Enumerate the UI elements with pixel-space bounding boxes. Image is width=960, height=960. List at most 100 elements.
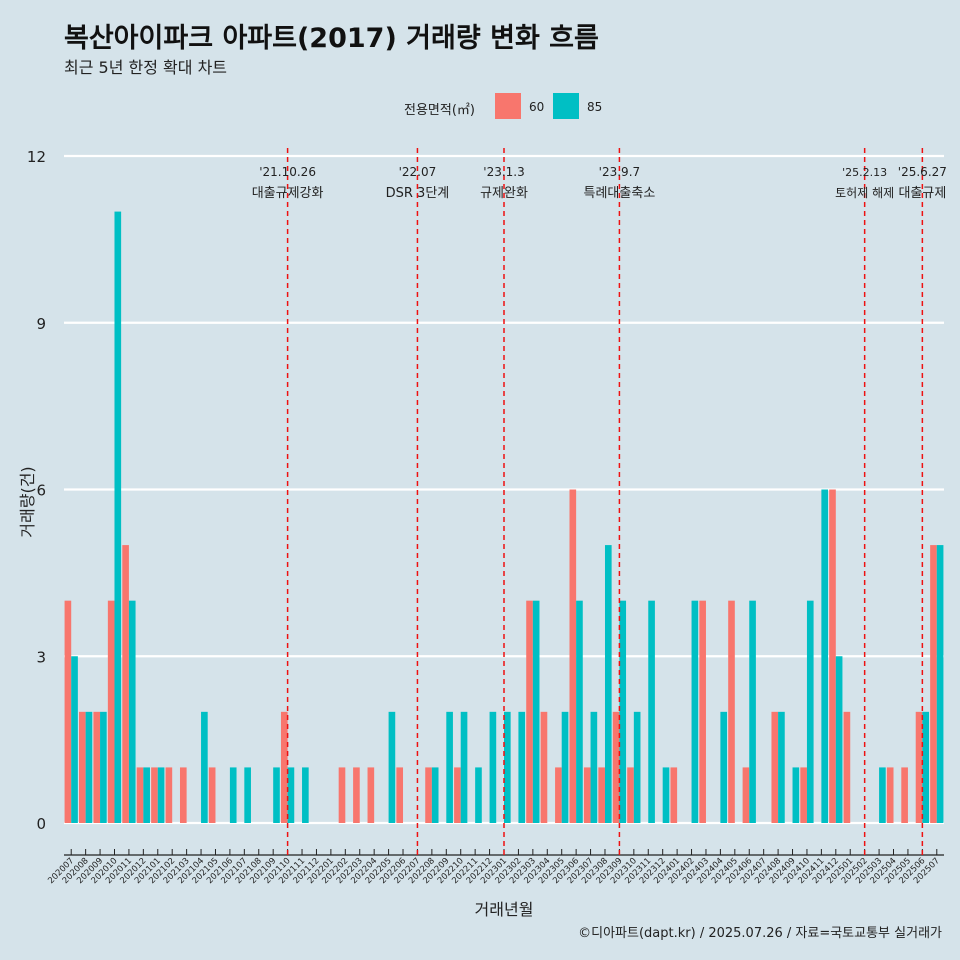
- event-date-label: '25.2.13: [842, 166, 887, 179]
- bar-60-202008: [79, 711, 86, 823]
- bar-85-202211: [475, 767, 482, 823]
- bar-60-202403: [699, 600, 706, 823]
- bar-85-202208: [431, 767, 439, 823]
- bar-85-202110: [287, 767, 295, 823]
- bar-85-202507: [936, 545, 944, 823]
- bar-85-202410: [806, 600, 814, 823]
- bar-60-202105: [208, 767, 216, 823]
- bar-85-202307: [590, 711, 598, 823]
- bar-85-202305: [561, 711, 569, 823]
- bar-85-202409: [792, 767, 800, 823]
- event-date-label: '25.6.27: [898, 165, 947, 179]
- bar-85-202311: [648, 600, 655, 823]
- bar-85-202111: [302, 767, 309, 823]
- bar-85-202008: [85, 711, 93, 823]
- bar-60-202203: [353, 767, 360, 823]
- bar-85-202308: [604, 545, 612, 823]
- event-date-label: '22.07: [399, 165, 437, 179]
- bar-85-202104: [201, 711, 208, 823]
- bar-85-202109: [273, 767, 280, 823]
- legend-title: 전용면적(㎡): [404, 103, 475, 118]
- bar-85-202010: [114, 211, 122, 824]
- bar-85-202408: [778, 711, 785, 823]
- event-text-label: 특례대출축소: [584, 186, 656, 201]
- y-tick-label: 0: [36, 815, 46, 833]
- event-text-label: 대출규제: [898, 186, 946, 201]
- bar-60-202007: [64, 600, 72, 823]
- bar-85-202212: [489, 711, 497, 823]
- y-tick-label: 6: [36, 482, 46, 500]
- bar-60-202010: [107, 600, 115, 823]
- bar-60-202210: [454, 767, 461, 823]
- x-axis-title: 거래년월: [475, 900, 534, 919]
- bar-60-202405: [728, 600, 735, 823]
- bar-85-202107: [244, 767, 251, 823]
- bar-60-202505: [901, 767, 908, 823]
- bar-60-202305: [555, 767, 562, 823]
- bar-85-202312: [662, 767, 670, 823]
- event-text-label: DSR 3단계: [386, 186, 450, 201]
- event-date-label: '21.10.26: [259, 165, 316, 179]
- bar-85-202303: [532, 600, 540, 823]
- bar-85-202106: [229, 767, 237, 823]
- chart-title: 복산아이파크 아파트(2017) 거래량 변화 흐름: [64, 23, 599, 54]
- bar-85-202310: [633, 711, 641, 823]
- bar-60-202202: [338, 767, 346, 823]
- bar-85-202009: [100, 711, 107, 823]
- bar-60-202504: [886, 767, 894, 823]
- event-date-label: '23.1.3: [483, 165, 524, 179]
- event-text-label: 규제완화: [480, 186, 528, 201]
- bar-85-202210: [460, 711, 468, 823]
- bar-60-202110: [280, 711, 288, 823]
- bar-60-202012: [136, 767, 144, 823]
- bar-85-202205: [388, 711, 396, 823]
- bar-85-202302: [518, 711, 526, 823]
- bar-60-202306: [569, 489, 577, 823]
- bar-60-202506: [915, 711, 923, 823]
- bar-85-202011: [128, 600, 136, 823]
- bar-60-202410: [800, 767, 807, 823]
- bar-60-202304: [540, 711, 548, 823]
- bar-60-202102: [165, 767, 173, 823]
- y-tick-label: 12: [27, 148, 46, 166]
- bar-60-202406: [742, 767, 750, 823]
- event-date-label: '23.9.7: [599, 165, 640, 179]
- bar-60-202408: [771, 711, 779, 823]
- bar-85-202506: [922, 711, 929, 823]
- legend-label-85: 85: [587, 100, 603, 114]
- bar-60-202507: [930, 545, 937, 823]
- bar-60-202101: [151, 767, 158, 823]
- legend-key-60: [495, 93, 521, 119]
- bar-85-202012: [143, 767, 150, 823]
- bar-85-202301: [504, 711, 511, 823]
- bar-60-202206: [396, 767, 404, 823]
- bar-85-202007: [71, 656, 78, 823]
- y-tick-label: 9: [36, 315, 46, 333]
- y-tick-label: 3: [36, 648, 46, 666]
- legend-label-60: 60: [529, 100, 545, 114]
- bar-60-202309: [612, 711, 620, 823]
- bar-85-202406: [749, 600, 756, 823]
- bar-60-202009: [93, 711, 101, 823]
- bar-60-202208: [425, 767, 432, 823]
- event-text-label: 대출규제강화: [252, 186, 324, 201]
- bar-60-202401: [670, 767, 678, 823]
- bar-60-202307: [583, 767, 591, 823]
- bar-60-202412: [829, 489, 836, 823]
- bar-60-202204: [367, 767, 375, 823]
- bar-85-202209: [446, 711, 453, 823]
- bar-85-202309: [619, 600, 627, 823]
- legend: 전용면적(㎡) 60 85: [0, 92, 960, 122]
- bar-85-202404: [720, 711, 728, 823]
- bar-85-202402: [691, 600, 699, 823]
- footer-credit: ©디아파트(dapt.kr) / 2025.07.26 / 자료=국토교통부 실…: [578, 926, 942, 941]
- bar-60-202103: [179, 767, 187, 823]
- bar-85-202411: [821, 489, 829, 823]
- bar-85-202306: [576, 600, 583, 823]
- bar-60-202303: [526, 600, 533, 823]
- bar-60-202310: [627, 767, 634, 823]
- y-axis-title: 거래량(건): [18, 466, 37, 537]
- event-text-label: 토허제 해제: [835, 186, 894, 200]
